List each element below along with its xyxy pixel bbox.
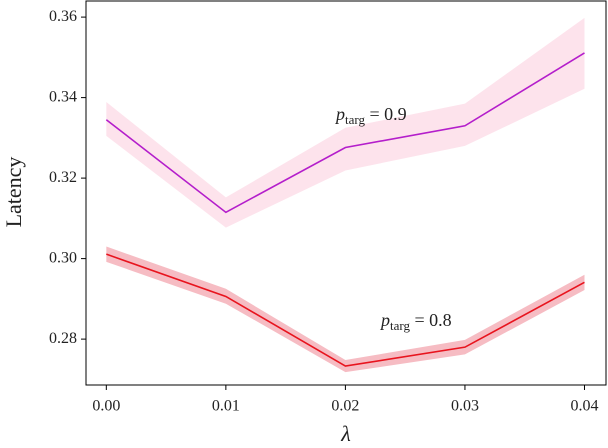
series-label-sub: targ <box>345 112 365 127</box>
series-label-rest: = 0.8 <box>410 310 452 330</box>
x-tick-label: 0.04 <box>570 398 598 415</box>
x-axis-label: λ <box>340 421 351 446</box>
series-label: ptarg = 0.9 <box>334 104 407 127</box>
y-tick-label: 0.32 <box>49 169 77 186</box>
x-tick-label: 0.00 <box>92 398 120 415</box>
y-tick-label: 0.28 <box>49 330 77 347</box>
x-tick-label: 0.01 <box>212 398 240 415</box>
y-axis-label: Latency <box>1 157 26 228</box>
series-line <box>106 253 585 367</box>
confidence-band <box>106 246 585 373</box>
series-label: ptarg = 0.8 <box>379 310 452 333</box>
series-label-rest: = 0.9 <box>365 104 407 124</box>
confidence-band <box>106 17 585 228</box>
y-tick-label: 0.30 <box>49 249 77 266</box>
y-tick-label: 0.34 <box>49 88 77 105</box>
x-tick-label: 0.03 <box>451 398 479 415</box>
x-tick-label: 0.02 <box>331 398 359 415</box>
series-line <box>105 52 585 214</box>
y-tick-label: 0.36 <box>49 8 77 25</box>
series-label-base: p <box>379 310 390 330</box>
plot-frame <box>85 0 607 386</box>
series-label-base: p <box>334 104 345 124</box>
series-label-sub: targ <box>390 318 410 333</box>
